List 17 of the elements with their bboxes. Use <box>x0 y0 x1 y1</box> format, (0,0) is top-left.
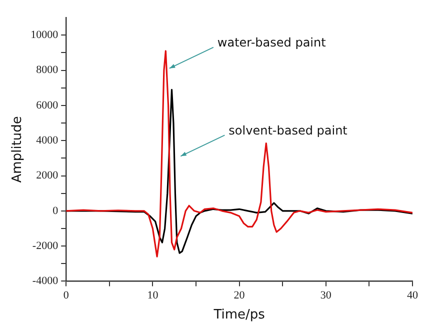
annotation: solvent-based paint <box>228 123 348 138</box>
annotation: water-based paint <box>217 35 326 50</box>
y-tick-label: 8000 <box>36 64 59 76</box>
y-tick-label: 6000 <box>36 99 59 112</box>
x-tick-label: 0 <box>63 290 70 302</box>
x-axis-title: Time/ps <box>212 308 266 323</box>
y-axis-title: Amplitude <box>10 116 26 183</box>
x-tick-label: 30 <box>320 290 332 302</box>
y-tick-label: -2000 <box>32 240 59 252</box>
y-tick-label: 10000 <box>30 29 59 42</box>
x-tick-label: 20 <box>234 290 246 302</box>
x-tick-label: 10 <box>147 290 159 302</box>
y-tick-label: 0 <box>52 204 59 217</box>
y-tick-label: -4000 <box>32 275 59 288</box>
y-tick-label: 4000 <box>36 134 59 147</box>
y-tick-label: 2000 <box>36 170 59 182</box>
x-tick-label: 40 <box>407 290 418 302</box>
